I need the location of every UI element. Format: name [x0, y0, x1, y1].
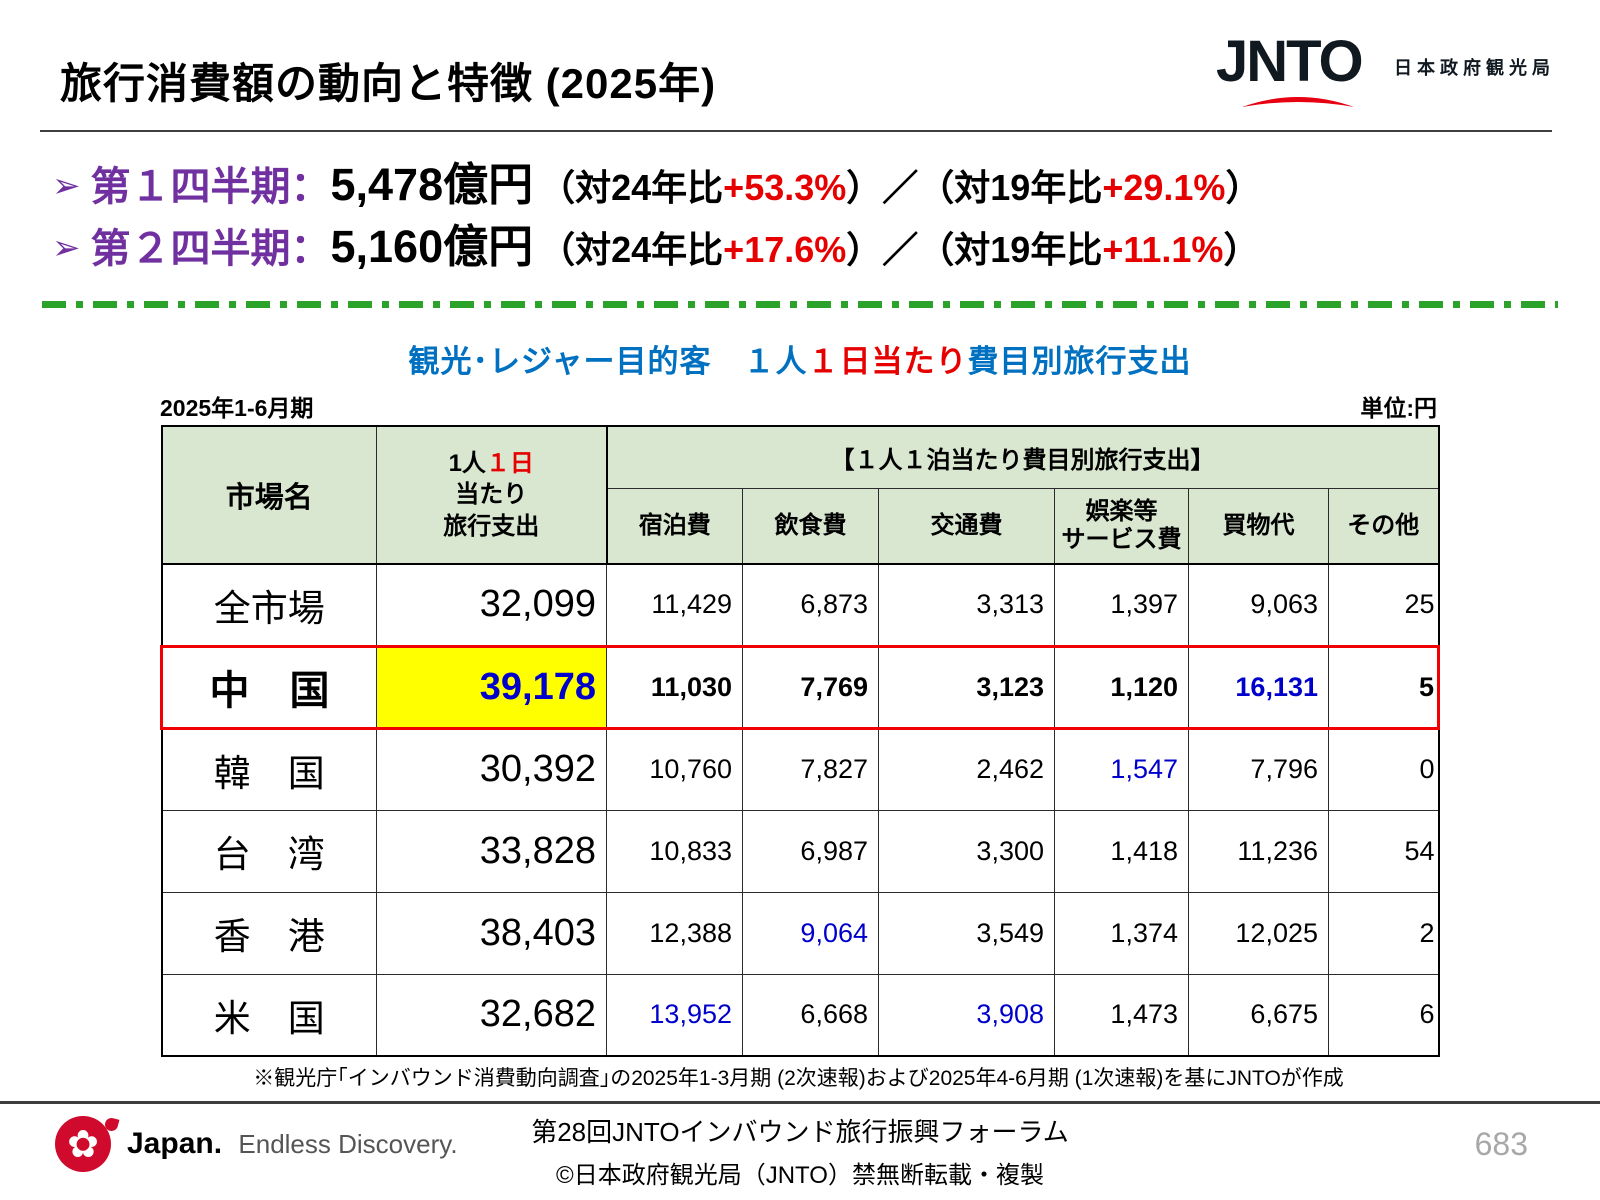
q2-amount: 5,160億円 [330, 221, 534, 272]
col-header-market: 市場名 [161, 425, 377, 565]
section-heading: 観光･レジャー目的客 １人１日当たり費目別旅行支出 [408, 344, 1192, 379]
footer-text: 第28回JNTOインバウンド旅行振興フォーラム ©日本政府観光局（JNTO）禁無… [0, 1112, 1600, 1190]
q2-comparisons: （対24年比+17.6%）／（対19年比+11.1%） [539, 229, 1260, 270]
table-section: 2025年1-6月期 単位:円 市場名 1人１日 当たり 旅行支出 【１人１泊当… [160, 394, 1441, 1092]
japan-logo-text: Japan. [127, 1127, 223, 1160]
section-heading-red: １日当たり [807, 344, 968, 379]
period-label: 2025年1-6月期 [160, 395, 314, 421]
green-dashed-divider [42, 301, 1558, 308]
bullet-arrow-icon: ➢ [52, 229, 81, 267]
table-row-korea: 韓 国 30,392 10,760 7,827 2,462 1,547 7,79… [161, 727, 1440, 811]
jnto-logo: JNTO 日本政府観光局 [1216, 28, 1556, 118]
q2-label: 第２四半期： [90, 227, 331, 271]
footer-copyright: ©日本政府観光局（JNTO）禁無断転載・複製 [556, 1162, 1044, 1189]
quarterly-summary: ➢ 第１四半期： 5,478億円 （対24年比+53.3%）／（対19年比+29… [52, 148, 1552, 272]
sakura-icon: ✿ [55, 1116, 120, 1172]
expenditure-table: 市場名 1人１日 当たり 旅行支出 【１人１泊当たり費目別旅行支出】 宿泊費 飲… [160, 425, 1441, 1057]
footer-divider [0, 1101, 1600, 1104]
q1-bullet: ➢ 第１四半期： 5,478億円 （対24年比+53.3%）／（対19年比+29… [52, 148, 1552, 210]
q1-vs19-value: +29.1% [1102, 167, 1226, 208]
q1-comparisons: （対24年比+53.3%）／（対19年比+29.1%） [539, 167, 1262, 208]
table-footnote: ※観光庁｢インバウンド消費動向調査｣の2025年1-3月期 (2次速報)および2… [253, 1067, 1344, 1090]
bullet-arrow-icon: ➢ [52, 167, 81, 205]
q2-vs24-value: +17.6% [723, 229, 847, 270]
unit-label: 単位:円 [1360, 395, 1437, 421]
col-header-entertainment: 娯楽等 サービス費 [1054, 487, 1189, 565]
table-row-all-markets: 全市場 32,099 11,429 6,873 3,313 1,397 9,06… [161, 563, 1440, 647]
col-header-other: その他 [1327, 487, 1440, 565]
japan-endless-discovery-logo: ✿ Japan. Endless Discovery. [55, 1116, 458, 1172]
page-number: 683 [1474, 1126, 1528, 1162]
jnto-swoosh-icon [1242, 97, 1354, 107]
col-header-category-group: 【１人１泊当たり費目別旅行支出】 [605, 425, 1440, 489]
q1-amount: 5,478億円 [330, 159, 534, 210]
col-header-food: 飲食費 [742, 487, 879, 565]
title-divider [40, 130, 1552, 132]
jnto-logo-text: JNTO [1216, 29, 1364, 94]
table-row-china-highlighted: 中 国 39,178 11,030 7,769 3,123 1,120 16,1… [160, 644, 1441, 730]
jnto-logo-subtitle: 日本政府観光局 [1394, 58, 1555, 78]
col-header-transport: 交通費 [878, 487, 1055, 565]
table-row-hongkong: 香 港 38,403 12,388 9,064 3,549 1,374 12,0… [161, 891, 1440, 975]
japan-logo-tagline: Endless Discovery. [238, 1129, 458, 1159]
q1-vs24-value: +53.3% [723, 167, 847, 208]
header-row-categories: 宿泊費 飲食費 交通費 娯楽等 サービス費 買物代 その他 [162, 487, 1440, 565]
table-row-taiwan: 台 湾 33,828 10,833 6,987 3,300 1,418 11,2… [161, 809, 1440, 893]
china-per-day-highlight: 39,178 [376, 644, 607, 730]
table-labels: 2025年1-6月期 単位:円 [160, 394, 1437, 425]
col-header-per-day-spend: 1人１日 当たり 旅行支出 [376, 425, 608, 565]
header-row-group: 市場名 1人１日 当たり 旅行支出 【１人１泊当たり費目別旅行支出】 [161, 425, 1440, 565]
col-header-shopping: 買物代 [1188, 487, 1329, 565]
table-row-usa: 米 国 32,682 13,952 6,668 3,908 1,473 6,67… [161, 973, 1440, 1057]
q2-vs19-value: +11.1% [1102, 229, 1224, 270]
footer-forum-title: 第28回JNTOインバウンド旅行振興フォーラム [531, 1117, 1069, 1147]
page-title: 旅行消費額の動向と特徴 (2025年) [60, 60, 717, 107]
q2-bullet: ➢ 第２四半期： 5,160億円 （対24年比+17.6%）／（対19年比+11… [52, 210, 1552, 272]
per-day-red-part: １日 [485, 450, 534, 478]
col-header-lodging: 宿泊費 [606, 487, 743, 565]
q1-label: 第１四半期： [90, 165, 331, 209]
